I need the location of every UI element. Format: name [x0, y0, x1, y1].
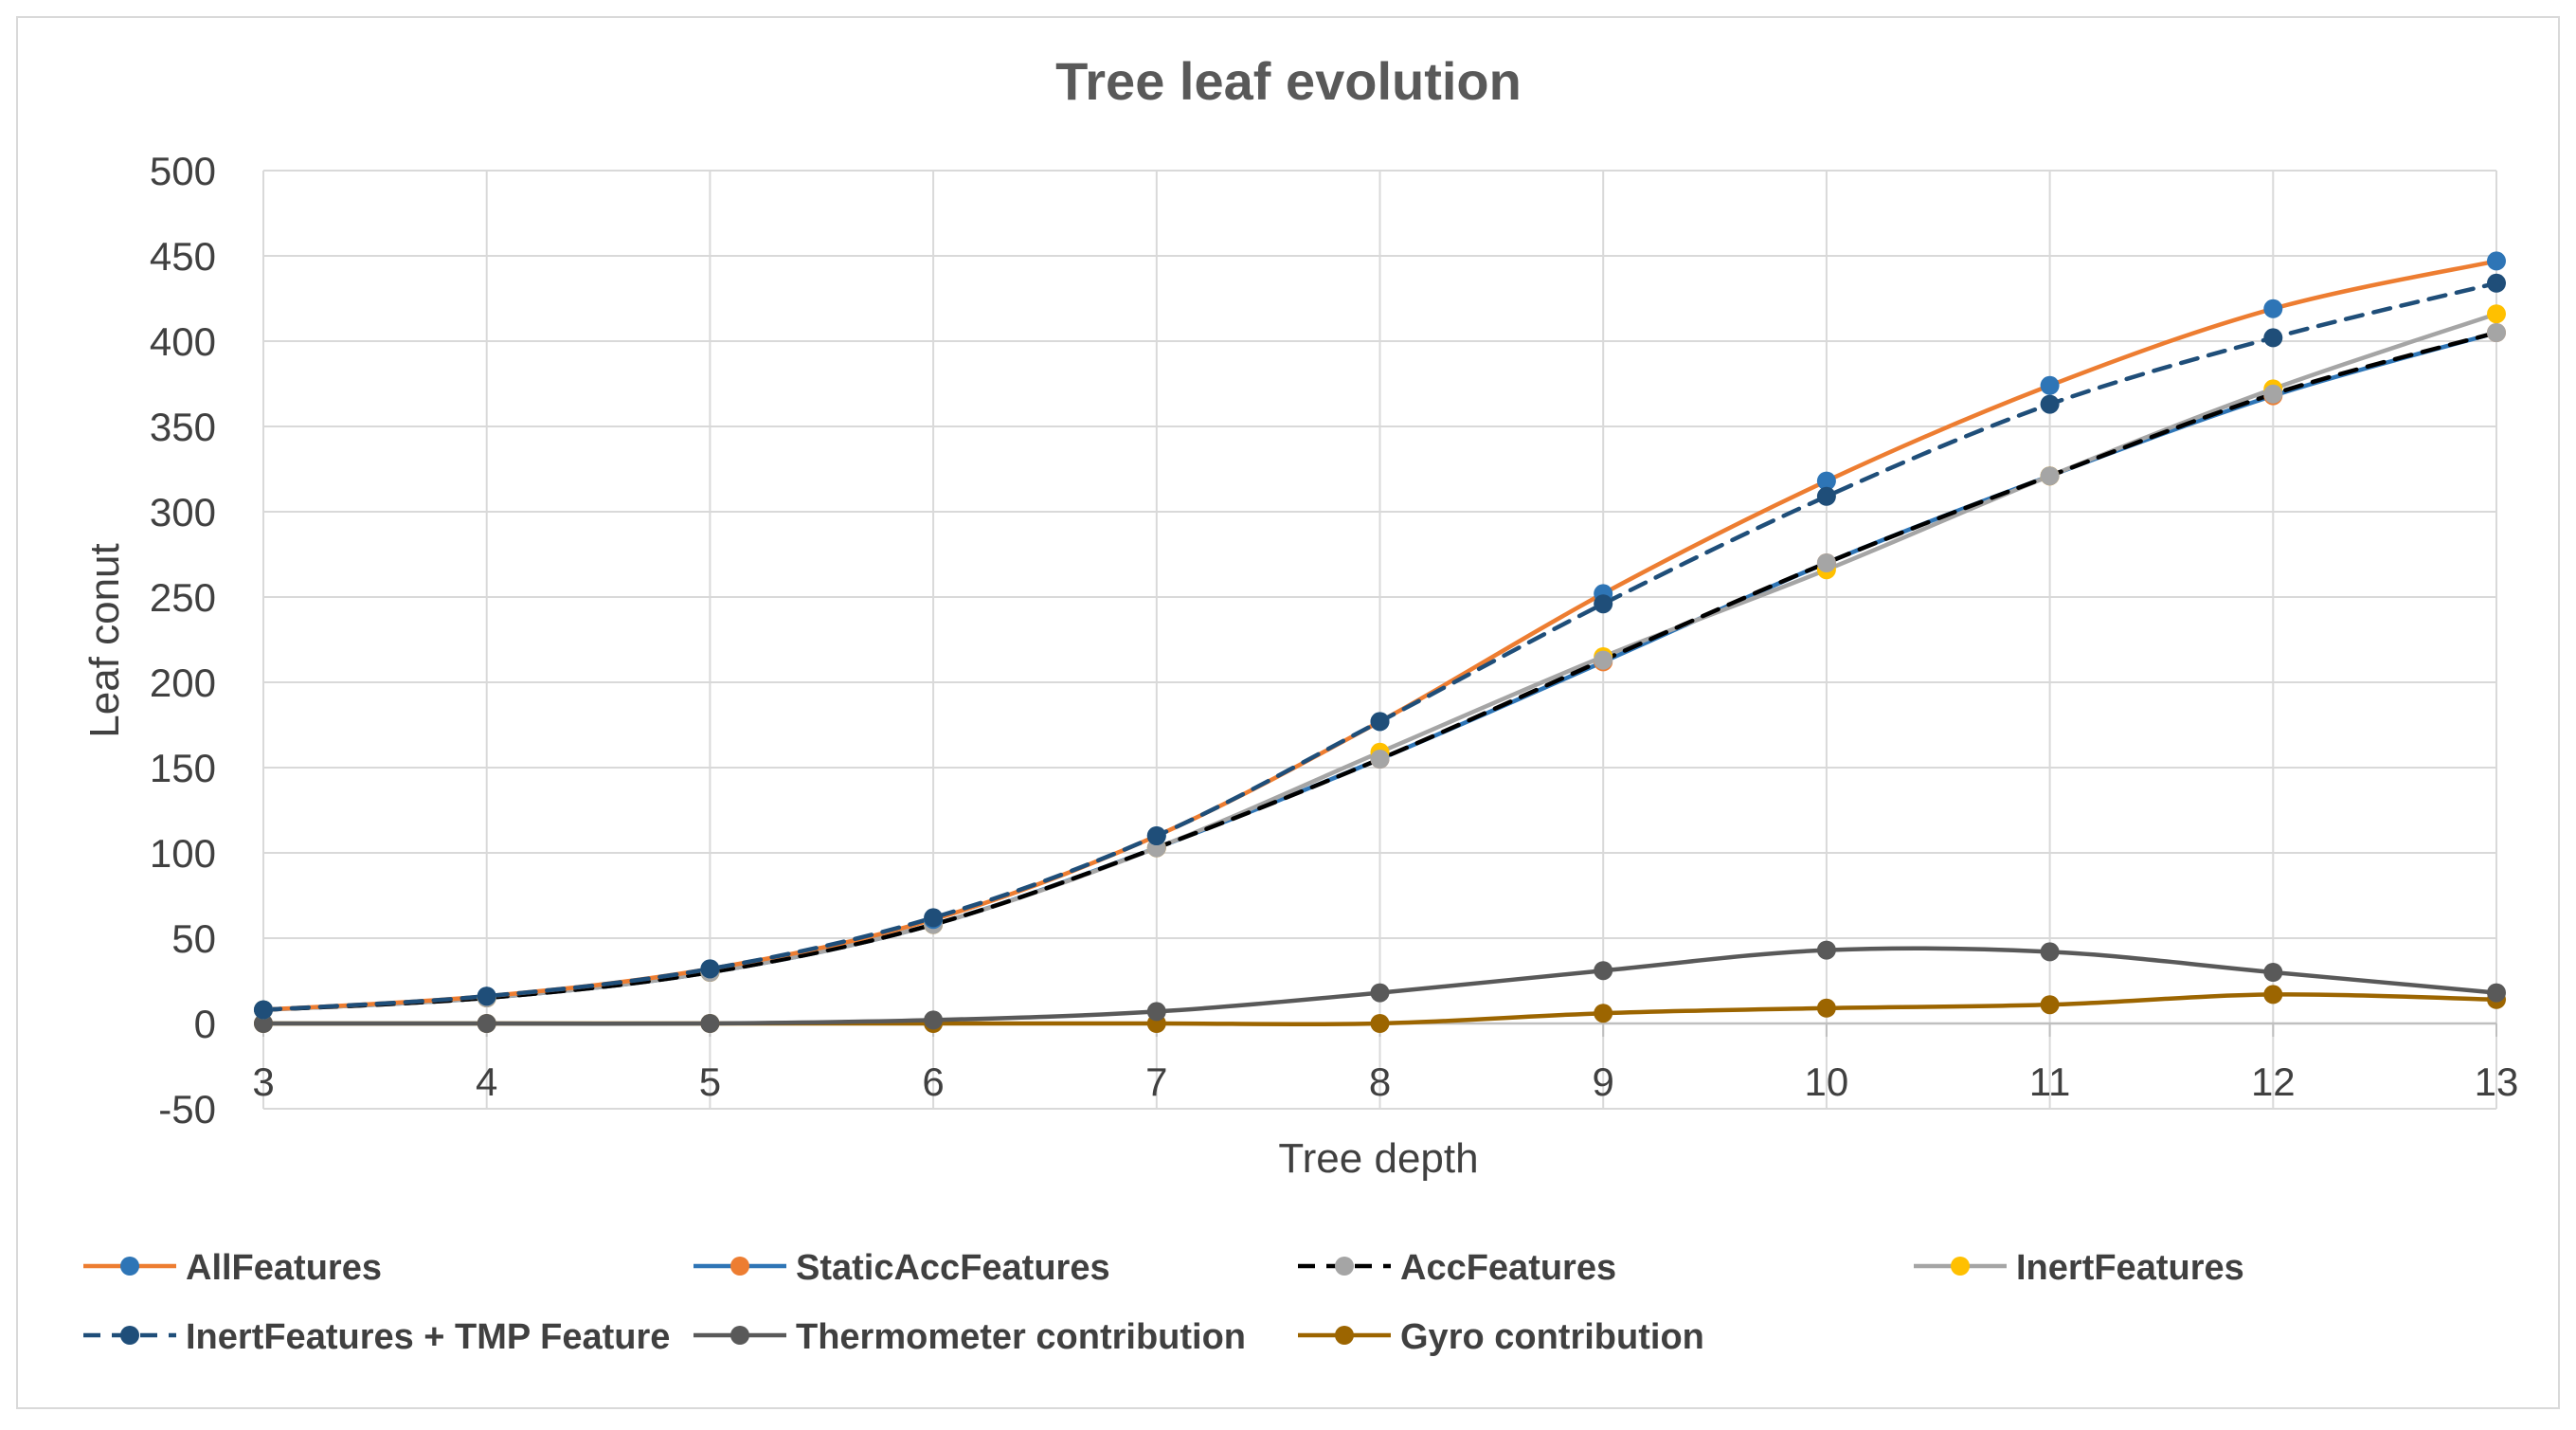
data-point-gyro-contribution — [1594, 1004, 1613, 1023]
x-tick-label: 4 — [476, 1059, 497, 1104]
x-axis-title: Tree depth — [1278, 1135, 1478, 1182]
data-point-gyro-contribution — [2263, 985, 2283, 1005]
legend-item-allfeatures: AllFeatures — [83, 1248, 382, 1288]
y-axis-title: Leaf conut — [81, 543, 128, 738]
y-tick-label: 50 — [171, 916, 216, 961]
data-point-allfeatures — [2263, 299, 2283, 318]
data-point-inertfeatures — [2487, 304, 2506, 324]
data-point-inertfeatures-tmp-feature — [2263, 328, 2283, 348]
legend-label: StaticAccFeatures — [796, 1248, 1110, 1288]
data-point-accfeatures — [1370, 750, 1390, 769]
data-point-thermometer-contribution — [1594, 961, 1613, 981]
y-tick-label: 400 — [150, 319, 216, 364]
data-point-inertfeatures-tmp-feature — [700, 959, 720, 979]
legend-label: InertFeatures — [2016, 1248, 2244, 1288]
legend-marker-swatch — [1951, 1257, 1970, 1276]
legend-marker-swatch — [120, 1257, 139, 1276]
data-point-inertfeatures-tmp-feature — [1816, 486, 1836, 506]
y-tick-label: 500 — [150, 149, 216, 193]
data-point-thermometer-contribution — [2040, 942, 2060, 962]
chart-title: Tree leaf evolution — [1055, 51, 1522, 111]
legend-marker-swatch — [120, 1326, 139, 1345]
x-tick-label: 5 — [699, 1059, 721, 1104]
data-point-inertfeatures-tmp-feature — [1370, 712, 1390, 732]
x-tick-label: 8 — [1369, 1059, 1391, 1104]
data-point-thermometer-contribution — [477, 1014, 496, 1033]
x-tick-label: 3 — [252, 1059, 274, 1104]
data-point-inertfeatures-tmp-feature — [1594, 594, 1613, 614]
data-point-gyro-contribution — [2040, 995, 2060, 1015]
legend-label: AllFeatures — [186, 1248, 382, 1288]
legend-marker-swatch — [730, 1326, 749, 1345]
x-tick-label: 13 — [2475, 1059, 2519, 1104]
legend-label: Gyro contribution — [1400, 1317, 1704, 1357]
axes: -50 0 50 100 150 200 250 300 350 400 450 500 3 4 5 6 7 8 9… — [150, 149, 2518, 1131]
x-tick-label: 6 — [922, 1059, 944, 1104]
data-point-inertfeatures-tmp-feature — [2040, 394, 2060, 414]
data-point-thermometer-contribution — [1370, 983, 1390, 1003]
data-point-thermometer-contribution — [254, 1014, 273, 1033]
legend-label: AccFeatures — [1400, 1248, 1616, 1288]
x-tick-label: 11 — [2029, 1059, 2071, 1104]
x-tick-label: 9 — [1593, 1059, 1614, 1104]
legend-marker-swatch — [1335, 1326, 1354, 1345]
data-point-inertfeatures-tmp-feature — [2487, 273, 2506, 293]
legend-marker-swatch — [1335, 1257, 1354, 1276]
data-point-inertfeatures-tmp-feature — [477, 987, 496, 1006]
data-point-thermometer-contribution — [2263, 963, 2283, 982]
chart-border — [16, 16, 2560, 1409]
x-tick-label: 12 — [2251, 1059, 2296, 1104]
data-point-accfeatures — [2487, 323, 2506, 342]
data-point-accfeatures — [1816, 553, 1836, 572]
legend-label: InertFeatures + TMP Feature — [186, 1317, 670, 1357]
data-point-inertfeatures-tmp-feature — [1146, 826, 1166, 845]
legend-item-inertfeatures-tmp-feature: InertFeatures + TMP Feature — [83, 1317, 670, 1357]
legend-item-thermometer-contribution: Thermometer contribution — [694, 1317, 1246, 1357]
legend-label: Thermometer contribution — [796, 1317, 1246, 1357]
y-tick-label: 200 — [150, 661, 216, 705]
legend-marker-swatch — [730, 1257, 749, 1276]
data-point-accfeatures — [2040, 466, 2060, 486]
data-point-accfeatures — [1594, 650, 1613, 670]
x-tick-label: 10 — [1805, 1059, 1849, 1104]
legend-item-staticaccfeatures: StaticAccFeatures — [694, 1248, 1110, 1288]
data-point-gyro-contribution — [1370, 1014, 1390, 1033]
data-point-inertfeatures-tmp-feature — [254, 1000, 273, 1020]
x-tick-label: 7 — [1145, 1059, 1167, 1104]
legend: AllFeatures StaticAccFeatures AccFeatures I… — [83, 1248, 2244, 1357]
data-point-thermometer-contribution — [2487, 983, 2506, 1003]
series-markers — [254, 251, 2506, 1033]
data-point-thermometer-contribution — [924, 1010, 944, 1030]
y-tick-label: 100 — [150, 831, 216, 876]
data-point-allfeatures — [2487, 251, 2506, 271]
legend-item-gyro-contribution: Gyro contribution — [1298, 1317, 1704, 1357]
data-point-thermometer-contribution — [700, 1014, 720, 1033]
data-point-thermometer-contribution — [1146, 1002, 1166, 1022]
data-point-gyro-contribution — [1816, 998, 1836, 1018]
data-point-thermometer-contribution — [1816, 940, 1836, 960]
legend-item-inertfeatures: InertFeatures — [1914, 1248, 2244, 1288]
data-point-accfeatures — [2263, 384, 2283, 404]
y-tick-label: 450 — [150, 234, 216, 279]
y-tick-label: 250 — [150, 575, 216, 620]
legend-item-accfeatures: AccFeatures — [1298, 1248, 1616, 1288]
data-point-allfeatures — [1816, 471, 1836, 491]
gridlines — [262, 170, 2497, 1110]
y-tick-label: -50 — [158, 1087, 216, 1131]
data-point-allfeatures — [2040, 375, 2060, 395]
y-tick-label: 150 — [150, 746, 216, 790]
data-point-inertfeatures-tmp-feature — [924, 908, 944, 928]
y-tick-label: 300 — [150, 490, 216, 534]
y-tick-label: 350 — [150, 405, 216, 449]
y-tick-label: 0 — [194, 1002, 216, 1046]
